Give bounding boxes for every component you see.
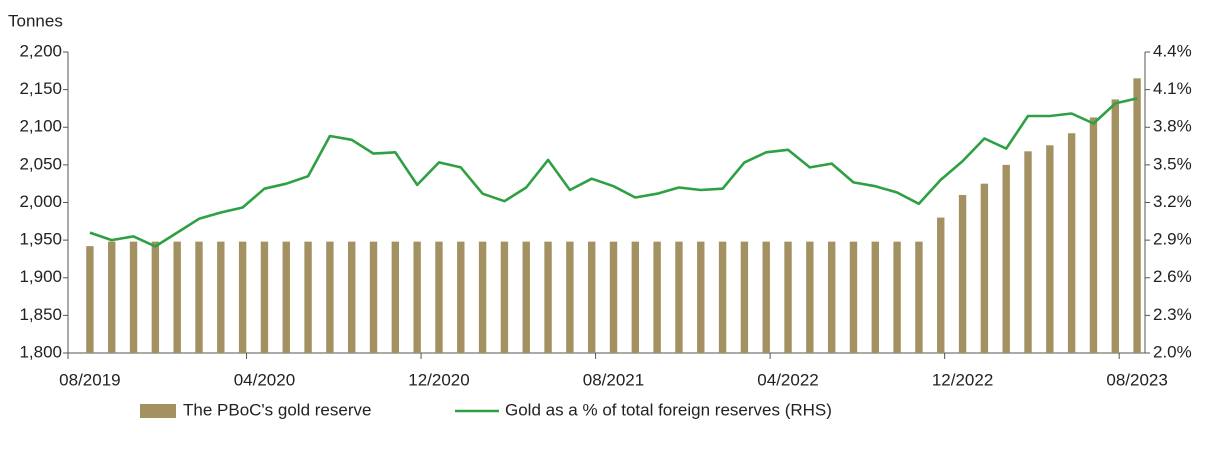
x-tick-label: 12/2020 <box>408 370 469 389</box>
bar <box>369 241 378 353</box>
bar <box>566 241 574 353</box>
bar <box>1046 145 1054 353</box>
bar <box>697 241 705 353</box>
bar <box>129 241 138 353</box>
y-tick-label: 1,800 <box>19 342 62 361</box>
bar <box>478 241 487 353</box>
bar <box>849 241 858 353</box>
x-tick-label: 12/2022 <box>932 370 993 389</box>
bar <box>718 241 727 353</box>
y2-tick-label: 2.6% <box>1153 267 1192 286</box>
y-tick-label: 2,100 <box>19 117 62 136</box>
bar <box>1133 78 1141 354</box>
x-tick-label: 04/2022 <box>757 370 818 389</box>
bar <box>500 241 509 353</box>
y2-tick-label: 2.3% <box>1153 305 1192 324</box>
bar <box>457 241 465 353</box>
bar <box>980 183 989 353</box>
bar <box>435 241 443 353</box>
bar <box>740 241 749 353</box>
bar <box>195 241 203 353</box>
bar <box>915 241 923 353</box>
bar <box>260 241 269 353</box>
y2-tick-label: 3.2% <box>1153 192 1192 211</box>
bar <box>173 241 181 353</box>
y2-tick-label: 2.9% <box>1153 230 1192 249</box>
bar <box>544 241 552 353</box>
bar <box>108 241 116 353</box>
bar <box>958 194 967 353</box>
bar <box>827 241 836 353</box>
bar <box>675 241 683 353</box>
bar <box>631 241 640 353</box>
legend-swatch <box>140 404 176 418</box>
y-axis-title: Tonnes <box>8 11 63 30</box>
x-tick-label: 08/2023 <box>1106 370 1167 389</box>
y-tick-label: 2,050 <box>19 154 62 173</box>
y2-tick-label: 4.1% <box>1153 79 1192 98</box>
bar <box>1067 133 1076 353</box>
y-tick-label: 1,900 <box>19 267 62 286</box>
bar <box>784 241 792 353</box>
legend-label: The PBoC's gold reserve <box>183 400 371 419</box>
bar <box>893 241 901 353</box>
bar <box>1002 164 1010 353</box>
x-tick-label: 04/2020 <box>234 370 295 389</box>
y2-tick-label: 4.4% <box>1153 41 1192 60</box>
y-tick-label: 1,850 <box>19 305 62 324</box>
bar <box>587 241 596 353</box>
bar <box>871 241 879 353</box>
y-tick-label: 2,200 <box>19 41 62 60</box>
bar <box>522 241 530 353</box>
x-tick-label: 08/2019 <box>59 370 120 389</box>
y-tick-label: 2,150 <box>19 79 62 98</box>
bar <box>413 241 421 353</box>
bar <box>653 241 661 353</box>
bar <box>326 241 334 353</box>
bar <box>391 241 400 353</box>
bar <box>806 241 814 353</box>
line <box>89 97 1138 248</box>
x-tick-label: 08/2021 <box>583 370 644 389</box>
bar <box>1089 117 1098 353</box>
bar <box>151 241 160 353</box>
y2-tick-label: 3.5% <box>1153 154 1192 173</box>
bar <box>762 241 770 353</box>
bar <box>238 241 247 353</box>
bar <box>217 241 225 353</box>
bar <box>937 217 945 353</box>
legend-label: Gold as a % of total foreign reserves (R… <box>505 400 832 419</box>
bar <box>348 241 356 353</box>
y2-tick-label: 2.0% <box>1153 342 1192 361</box>
bar <box>609 241 618 353</box>
bar <box>304 241 312 353</box>
y2-tick-label: 3.8% <box>1153 117 1192 136</box>
bar <box>86 246 94 353</box>
y-tick-label: 2,000 <box>19 192 62 211</box>
bar <box>1111 99 1119 353</box>
y-tick-label: 1,950 <box>19 230 62 249</box>
bar <box>1024 151 1032 353</box>
bar <box>282 241 290 353</box>
